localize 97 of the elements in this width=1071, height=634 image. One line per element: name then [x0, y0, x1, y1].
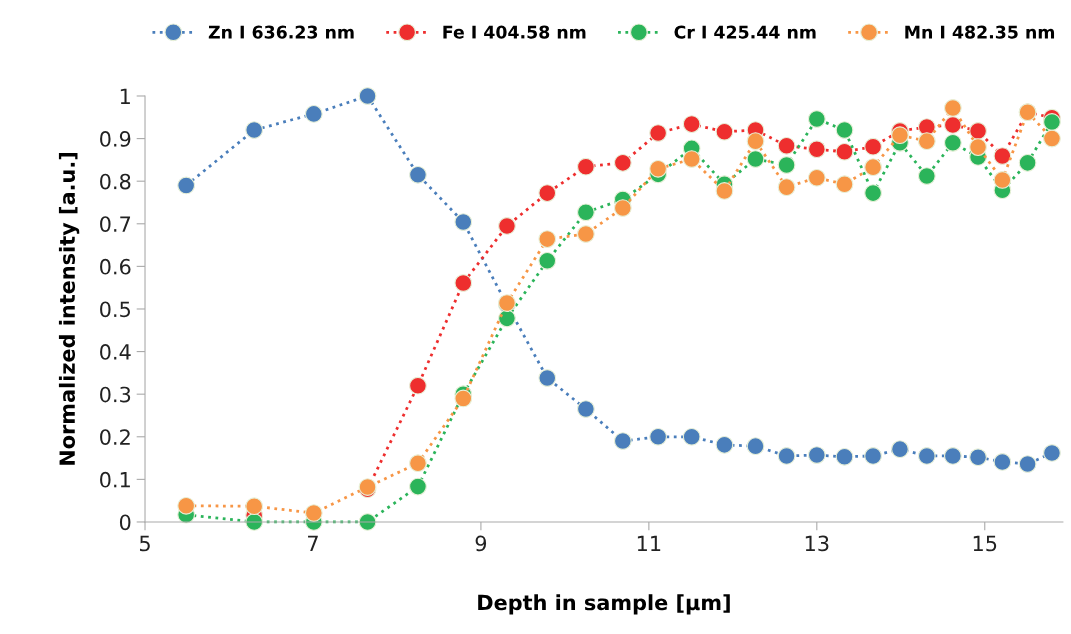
- point: [304, 504, 323, 522]
- point: [682, 150, 701, 168]
- point: [498, 217, 516, 235]
- point: [409, 376, 427, 395]
- x-tick-label: 15: [973, 535, 997, 552]
- point: [454, 213, 473, 231]
- point: [649, 427, 667, 446]
- point: [409, 477, 427, 496]
- point: [245, 497, 264, 516]
- point: [835, 142, 854, 161]
- point: [835, 175, 854, 194]
- point: [715, 122, 734, 141]
- legend-label: Zn I 636.23 nm: [208, 25, 354, 39]
- y-tick-label: 0.8: [100, 173, 131, 190]
- point: [746, 150, 765, 168]
- point: [807, 110, 826, 128]
- point: [746, 437, 765, 456]
- point: [576, 400, 595, 418]
- point: [993, 147, 1012, 165]
- point: [576, 203, 595, 222]
- point: [969, 138, 987, 156]
- point: [304, 104, 323, 123]
- point: [1018, 153, 1037, 172]
- point: [943, 116, 962, 134]
- point: [576, 225, 595, 243]
- point: [943, 447, 962, 465]
- point: [409, 165, 427, 184]
- point: [454, 274, 473, 292]
- y-tick-label: 0.2: [100, 429, 130, 445]
- point: [969, 448, 987, 467]
- point: [715, 182, 734, 200]
- point: [538, 184, 557, 203]
- point: [409, 454, 427, 473]
- point: [864, 184, 882, 203]
- x-tick-label: 9: [475, 535, 487, 552]
- point: [177, 176, 196, 195]
- point: [613, 153, 632, 172]
- point: [993, 453, 1012, 471]
- x-tick-label: 7: [308, 535, 318, 551]
- point: [864, 447, 882, 465]
- point: [1043, 129, 1061, 148]
- point: [649, 159, 667, 178]
- point: [538, 230, 557, 249]
- point: [358, 87, 377, 105]
- point: [777, 178, 796, 197]
- point: [245, 121, 264, 139]
- x-tick-label: 13: [805, 535, 829, 552]
- point: [993, 171, 1012, 189]
- point: [177, 496, 196, 515]
- point: [807, 446, 826, 464]
- point: [807, 140, 826, 159]
- point: [835, 121, 854, 139]
- legend-label: Cr I 425.44 nm: [674, 25, 816, 39]
- point: [613, 432, 632, 450]
- point: [682, 427, 701, 446]
- y-tick-label: 0.1: [100, 471, 130, 488]
- point: [777, 447, 796, 465]
- point: [864, 137, 882, 156]
- y-tick-label: 0.4: [100, 344, 131, 360]
- point: [943, 99, 962, 117]
- legend-label: Mn I 482.35 nm: [905, 25, 1055, 39]
- point: [969, 122, 987, 140]
- y-tick-label: 1: [120, 88, 130, 104]
- point: [835, 447, 854, 466]
- point: [864, 158, 882, 177]
- point: [917, 447, 936, 465]
- y-tick-label: 0.7: [100, 216, 131, 232]
- y-tick-label: 0.3: [100, 386, 131, 403]
- y-tick-label: 0.9: [100, 131, 131, 147]
- y-tick-label: 0.6: [100, 258, 131, 275]
- point: [1018, 455, 1037, 473]
- point: [454, 389, 473, 408]
- point: [715, 435, 734, 454]
- point: [1043, 113, 1061, 131]
- point: [917, 132, 936, 151]
- point: [777, 136, 796, 155]
- point: [807, 168, 826, 187]
- point: [1043, 444, 1061, 462]
- point: [891, 126, 909, 145]
- x-tick-label: 5: [139, 535, 150, 552]
- point: [917, 167, 936, 185]
- point: [777, 156, 796, 174]
- point: [538, 369, 557, 387]
- point: [576, 157, 595, 176]
- point: [943, 133, 962, 152]
- point: [649, 124, 667, 142]
- y-axis-title: Normalized intensity [a.u.]: [58, 153, 80, 465]
- x-tick-label: 11: [637, 535, 661, 551]
- point: [613, 199, 632, 217]
- x-axis-title: Depth in sample [µm]: [478, 594, 730, 615]
- point: [746, 132, 765, 151]
- point: [891, 440, 909, 459]
- point: [538, 251, 557, 270]
- point: [682, 115, 701, 133]
- y-tick-label: 0.5: [100, 301, 130, 318]
- legend-label: Fe I 404.58 nm: [443, 25, 586, 39]
- y-tick-label: 0: [119, 514, 131, 531]
